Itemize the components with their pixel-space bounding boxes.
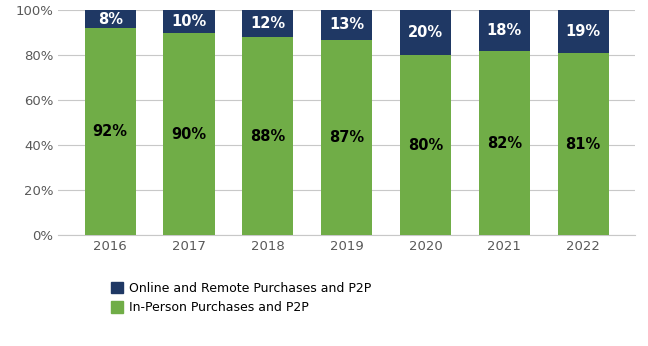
- Text: 12%: 12%: [250, 16, 285, 31]
- Bar: [321, 10, 373, 39]
- Text: 81%: 81%: [566, 137, 601, 152]
- Text: 8%: 8%: [98, 12, 122, 27]
- Text: 82%: 82%: [487, 136, 522, 151]
- Bar: [242, 10, 294, 37]
- Text: 88%: 88%: [250, 129, 286, 144]
- Bar: [400, 55, 451, 235]
- Bar: [321, 39, 373, 235]
- Text: 19%: 19%: [566, 24, 601, 39]
- Text: 92%: 92%: [93, 124, 128, 139]
- Bar: [400, 10, 451, 55]
- Text: 10%: 10%: [171, 14, 207, 29]
- Bar: [163, 33, 214, 235]
- Text: 80%: 80%: [408, 138, 443, 153]
- Bar: [84, 10, 136, 28]
- Bar: [163, 10, 214, 33]
- Bar: [84, 28, 136, 235]
- Bar: [557, 10, 609, 53]
- Text: 18%: 18%: [487, 23, 522, 38]
- Text: 87%: 87%: [329, 130, 364, 145]
- Bar: [242, 37, 294, 235]
- Text: 20%: 20%: [408, 25, 443, 40]
- Bar: [557, 53, 609, 235]
- Bar: [479, 10, 530, 51]
- Legend: Online and Remote Purchases and P2P, In-Person Purchases and P2P: Online and Remote Purchases and P2P, In-…: [111, 282, 372, 314]
- Text: 13%: 13%: [329, 18, 364, 33]
- Bar: [479, 51, 530, 235]
- Text: 90%: 90%: [172, 127, 207, 142]
